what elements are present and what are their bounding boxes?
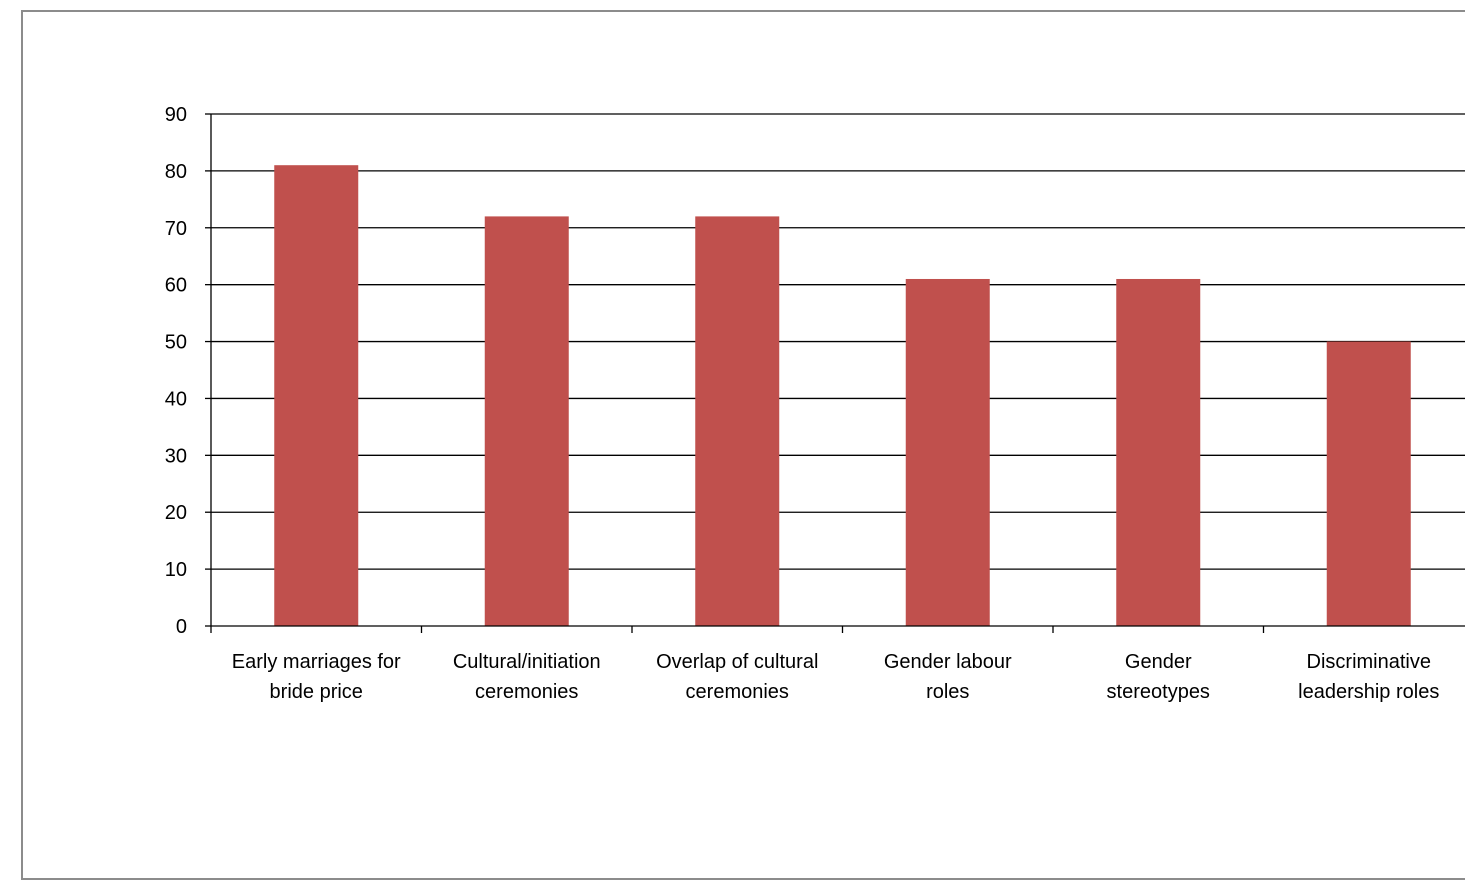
y-tick-label: 80 <box>165 161 187 183</box>
bar <box>274 165 359 626</box>
bars <box>274 165 1411 626</box>
y-tick-label: 50 <box>165 332 187 354</box>
y-tick-label: 20 <box>165 502 187 524</box>
y-tick-label: 90 <box>165 104 187 126</box>
x-tick-label: roles <box>926 681 969 703</box>
x-tick-label: Overlap of cultural <box>656 651 818 673</box>
x-tick-label: ceremonies <box>686 681 789 703</box>
x-tick-label: stereotypes <box>1107 681 1210 703</box>
x-tick-label: leadership roles <box>1298 681 1439 703</box>
y-tick-label: 0 <box>176 616 187 638</box>
gridlines <box>211 113 1465 570</box>
x-tick-label: bride price <box>270 681 363 703</box>
x-tick-label: Cultural/initiation <box>453 651 601 673</box>
x-tick-labels: Early marriages for bride price Cultural/i… <box>232 651 1440 703</box>
x-tick-label: Gender <box>1125 651 1192 673</box>
x-tick-label: ceremonies <box>475 681 578 703</box>
x-tick-label: Gender labour <box>884 651 1012 673</box>
y-tick-label: 40 <box>165 388 187 410</box>
bar <box>695 216 780 626</box>
y-tick-labels: 0 10 20 30 40 50 60 70 80 90 <box>165 104 187 638</box>
x-tick-label: Early marriages for <box>232 651 401 673</box>
x-tick-label: Discriminative <box>1307 651 1431 673</box>
y-tick-label: 10 <box>165 559 187 581</box>
bar <box>1116 278 1201 626</box>
bar <box>905 278 990 626</box>
y-tick-label: 30 <box>165 445 187 467</box>
axes <box>205 113 1465 633</box>
bar <box>1326 341 1411 626</box>
y-tick-label: 60 <box>165 275 187 297</box>
bar <box>484 216 569 626</box>
y-tick-label: 70 <box>165 218 187 240</box>
